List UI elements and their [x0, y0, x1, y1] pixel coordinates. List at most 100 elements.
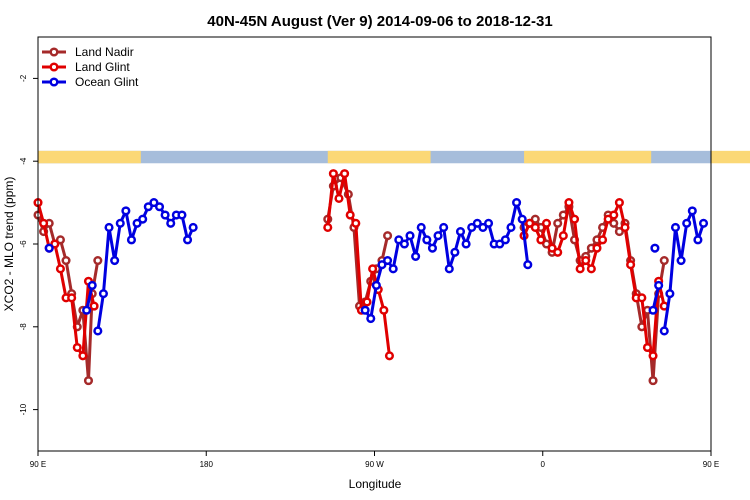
- data-point-2-3-20: [472, 218, 482, 228]
- data-point-2-3-27: [512, 198, 522, 208]
- data-point-0-1-10: [383, 231, 393, 241]
- x-tick-label-3: 0: [541, 460, 546, 469]
- data-point-1-2-4: [541, 218, 552, 228]
- data-point-1-0-4: [55, 264, 65, 274]
- data-point-1-0-1: [39, 218, 49, 228]
- data-point-1-0-7: [72, 342, 82, 353]
- data-point-2-3-10: [416, 222, 426, 232]
- data-point-2-5-4: [682, 218, 692, 228]
- data-point-2-3-21: [478, 222, 488, 232]
- data-point-2-1-7: [132, 218, 142, 228]
- data-point-1-0-8: [78, 351, 88, 361]
- data-point-2-1-10: [149, 198, 159, 208]
- data-point-2-4-0: [650, 243, 660, 253]
- x-axis-label: Longitude: [349, 477, 402, 491]
- data-point-1-1-4: [345, 210, 355, 220]
- data-point-2-1-2: [104, 222, 114, 232]
- data-point-2-1-9: [143, 202, 153, 212]
- data-point-2-1-11: [154, 202, 165, 212]
- x-axis: 90 E 180 90 W 0 90 E: [30, 451, 719, 469]
- data-point-1-1-10: [379, 305, 389, 315]
- data-point-2-1-6: [126, 235, 137, 245]
- data-point-1-2-22: [642, 342, 652, 353]
- y-axis-label: XCO2 - MLO trend (ppm): [2, 177, 16, 312]
- data-point-1-2-2: [530, 222, 540, 232]
- data-point-1-2-13: [592, 243, 602, 253]
- data-point-1-2-6: [553, 247, 563, 257]
- data-point-2-1-4: [115, 218, 125, 228]
- data-point-0-0-4: [55, 235, 65, 245]
- data-point-1-2-9: [569, 214, 580, 224]
- data-point-1-1-8: [368, 264, 378, 274]
- data-point-0-2-23: [648, 376, 658, 386]
- data-point-1-1-1: [328, 169, 338, 179]
- data-point-2-3-6: [394, 235, 404, 245]
- data-point-2-3-29: [523, 260, 533, 270]
- series-0: [33, 173, 669, 386]
- data-point-2-3-9: [411, 251, 421, 261]
- data-point-2-1-1: [98, 289, 108, 299]
- data-point-2-5-7: [698, 218, 709, 228]
- data-point-1-2-16: [609, 210, 619, 220]
- series-layer: [33, 169, 709, 386]
- chart-title: 40N-45N August (Ver 9) 2014-09-06 to 201…: [207, 13, 552, 30]
- land-band-3: [711, 150, 750, 164]
- data-point-1-0-6: [67, 293, 77, 303]
- series-line-2-5: [662, 209, 705, 332]
- data-point-2-3-26: [506, 222, 516, 232]
- data-point-1-2-14: [598, 235, 608, 245]
- land-mask-band: [38, 150, 750, 164]
- data-point-2-5-1: [665, 289, 675, 299]
- y-tick-label-4: -10: [19, 403, 28, 415]
- data-point-2-3-5: [388, 264, 398, 274]
- y-tick-label-1: -4: [19, 157, 28, 165]
- data-point-1-1-3: [340, 169, 350, 179]
- data-point-2-3-11: [422, 235, 432, 245]
- data-point-2-1-5: [121, 206, 131, 216]
- data-point-1-2-21: [637, 293, 647, 303]
- data-point-1-2-10: [575, 264, 585, 274]
- data-point-0-2-16: [609, 218, 619, 228]
- legend-marker-0: [49, 47, 59, 57]
- data-point-1-2-18: [620, 222, 630, 232]
- data-point-2-0-0: [44, 243, 54, 253]
- data-point-2-1-13: [166, 218, 176, 228]
- data-point-0-0-11: [93, 256, 103, 266]
- data-point-2-3-12: [427, 243, 438, 253]
- data-point-1-1-11: [384, 351, 395, 361]
- data-point-1-2-8: [564, 198, 574, 208]
- data-point-2-3-3: [377, 260, 387, 270]
- data-point-0-2-6: [553, 218, 563, 228]
- data-point-2-1-3: [110, 256, 120, 266]
- data-point-2-5-6: [693, 235, 703, 245]
- data-point-2-3-19: [467, 222, 477, 232]
- data-point-1-2-7: [558, 231, 568, 241]
- y-tick-label-3: -8: [19, 323, 28, 331]
- x-tick-label-0: 90 E: [30, 460, 46, 469]
- data-point-2-1-0: [93, 326, 103, 336]
- data-point-2-1-12: [160, 210, 170, 220]
- x-tick-label-4: 90 E: [703, 460, 719, 469]
- legend-label-0: Land Nadir: [75, 45, 134, 59]
- data-point-2-3-18: [461, 239, 471, 249]
- data-point-1-1-0: [323, 222, 333, 232]
- x-tick-label-1: 180: [200, 460, 214, 469]
- data-point-1-2-5: [547, 243, 557, 253]
- data-point-2-6-0: [648, 305, 658, 315]
- legend-marker-2: [49, 77, 59, 87]
- x-tick-label-2: 90 W: [365, 460, 384, 469]
- data-point-2-2-0: [82, 305, 92, 315]
- land-band-0: [38, 150, 141, 164]
- data-point-0-0-9: [83, 376, 94, 386]
- data-point-2-3-2: [371, 280, 381, 290]
- data-point-1-2-11: [581, 256, 591, 266]
- y-axis: -2 -4 -6 -8 -10: [19, 74, 38, 415]
- data-point-2-3-8: [405, 231, 415, 241]
- data-point-2-1-8: [138, 214, 148, 224]
- data-point-2-5-3: [676, 256, 686, 266]
- series-2: [44, 198, 709, 336]
- data-point-1-0-10: [89, 301, 99, 311]
- data-point-1-1-5: [351, 218, 361, 228]
